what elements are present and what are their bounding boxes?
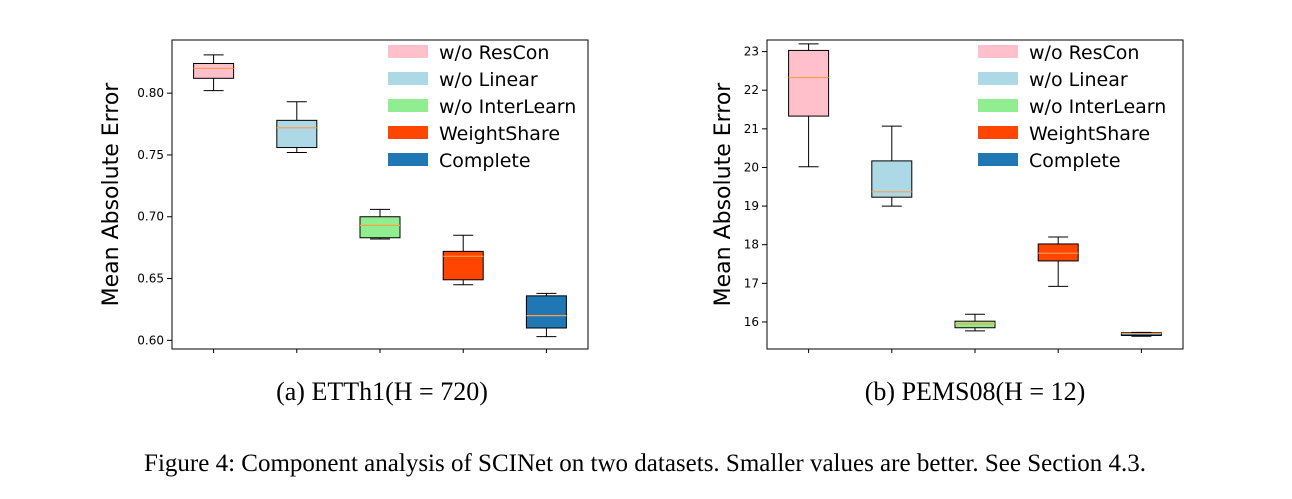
legend-swatch — [978, 72, 1018, 85]
legend-swatch — [388, 99, 428, 112]
box-body — [1037, 243, 1079, 262]
subcaption-pems08: (b) PEMS08(H = 12) — [865, 377, 1086, 406]
box-w-o-interlearn — [359, 208, 401, 240]
box-complete — [1120, 331, 1162, 337]
legend-label: w/o Linear — [439, 69, 538, 91]
legend-item-w-o-interlearn: w/o InterLearn — [978, 96, 1166, 118]
legend-swatch — [388, 126, 428, 139]
legend-item-w-o-linear: w/o Linear — [388, 69, 538, 91]
y-tick-label: 0.65 — [137, 272, 164, 286]
legend-label: WeightShare — [439, 123, 560, 145]
legend-item-w-o-rescon: w/o ResCon — [388, 42, 549, 64]
box-w-o-interlearn — [954, 313, 996, 332]
legend-item-weightshare: WeightShare — [388, 123, 560, 145]
chart-panel-etth1: 0.60 0.65 0.70 0.75 0.80 Mean Absolute Error w… — [99, 39, 589, 353]
legend-item-complete: Complete — [388, 150, 531, 172]
y-tick-label: 0.60 — [137, 333, 164, 347]
box-body — [788, 49, 830, 117]
y-tick-label: 22 — [744, 83, 759, 97]
y-axis-label: Mean Absolute Error — [711, 82, 736, 307]
legend-label: Complete — [439, 150, 531, 172]
chart-panel-pems08: 16 17 18 19 20 21 22 23 Mean Absolute Error w/o R… — [711, 39, 1184, 353]
legend: w/o ResCon w/o Linear w/o InterLearn Weight… — [978, 42, 1166, 172]
box-w-o-linear — [871, 125, 913, 207]
y-tick-label: 16 — [744, 315, 759, 329]
legend-label: Complete — [1029, 150, 1121, 172]
y-tick-label: 19 — [744, 199, 759, 213]
y-tick-label: 0.75 — [137, 148, 164, 162]
legend-label: WeightShare — [1029, 123, 1150, 145]
box-complete — [525, 292, 567, 338]
y-tick-label: 18 — [744, 238, 759, 252]
legend-swatch — [978, 45, 1018, 58]
legend-item-w-o-rescon: w/o ResCon — [978, 42, 1139, 64]
box-body — [193, 62, 235, 79]
y-tick-label: 0.70 — [137, 210, 164, 224]
legend-swatch — [388, 72, 428, 85]
y-tick-label: 23 — [744, 45, 759, 59]
subcaption-etth1: (a) ETTh1(H = 720) — [276, 377, 488, 406]
legend-item-complete: Complete — [978, 150, 1121, 172]
legend-swatch — [978, 99, 1018, 112]
y-tick-label: 20 — [744, 160, 759, 174]
legend: w/o ResCon w/o Linear w/o InterLearn Weight… — [388, 42, 576, 172]
legend-item-w-o-linear: w/o Linear — [978, 69, 1128, 91]
legend-swatch — [978, 153, 1018, 166]
legend-label: w/o Linear — [1029, 69, 1128, 91]
box-weightshare — [442, 234, 484, 286]
y-tick-label: 17 — [744, 276, 759, 290]
box-weightshare — [1037, 236, 1079, 287]
box-body — [359, 216, 401, 239]
box-w-o-rescon — [788, 43, 830, 168]
y-tick-label: 0.80 — [137, 86, 164, 100]
legend-label: w/o ResCon — [1029, 42, 1139, 64]
box-w-o-rescon — [193, 54, 235, 92]
legend-swatch — [388, 153, 428, 166]
box-body — [871, 160, 913, 198]
legend-label: w/o ResCon — [439, 42, 549, 64]
legend-swatch — [978, 126, 1018, 139]
legend-label: w/o InterLearn — [1029, 96, 1166, 118]
legend-label: w/o InterLearn — [439, 96, 576, 118]
legend-item-w-o-interlearn: w/o InterLearn — [388, 96, 576, 118]
box-w-o-linear — [276, 101, 318, 153]
legend-item-weightshare: WeightShare — [978, 123, 1150, 145]
box-body — [442, 250, 484, 281]
box-body — [276, 119, 318, 149]
figure-caption: Figure 4: Component analysis of SCINet o… — [144, 450, 1146, 477]
legend-swatch — [388, 45, 428, 58]
y-tick-label: 21 — [744, 122, 759, 136]
box-body — [525, 295, 567, 329]
y-axis-label: Mean Absolute Error — [99, 82, 124, 307]
